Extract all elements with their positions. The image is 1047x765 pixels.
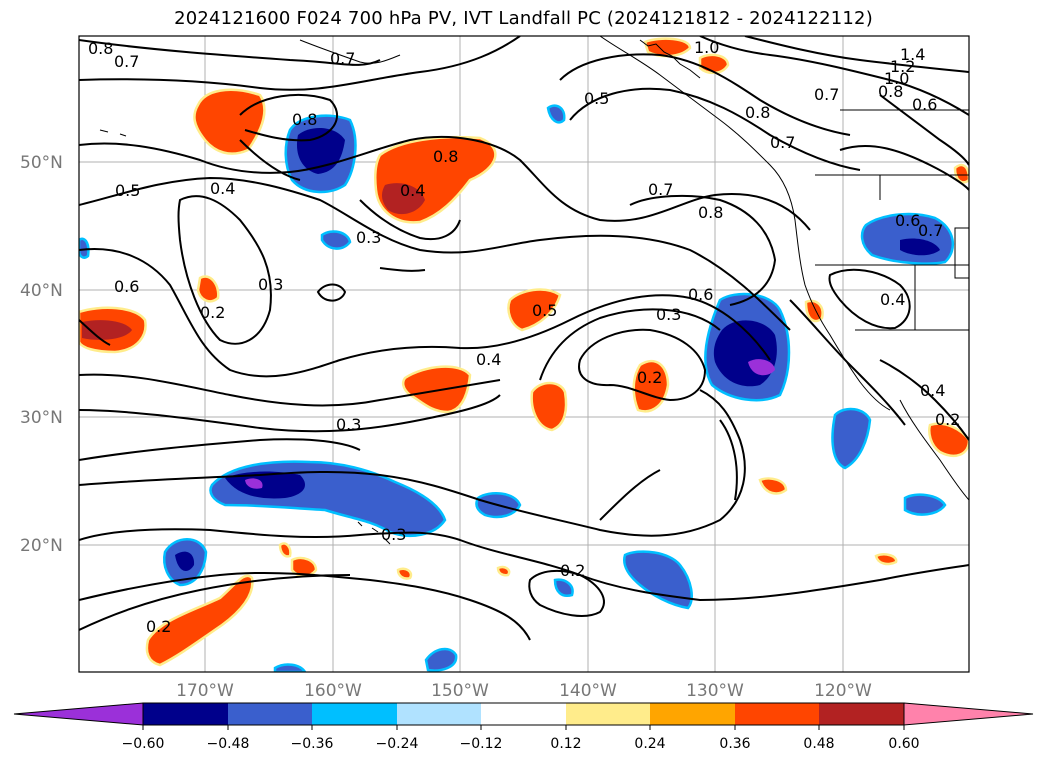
lon-label: 140°W xyxy=(559,681,617,701)
contour-label: 0.6 xyxy=(688,285,713,304)
colorbar-tick-label: 0.24 xyxy=(634,736,665,752)
colorbar-bin xyxy=(819,703,904,725)
colorbar-tick-label: −0.24 xyxy=(376,736,419,752)
lon-label: 130°W xyxy=(686,681,744,701)
pv-contours xyxy=(79,36,969,641)
contour-label: 0.5 xyxy=(532,301,557,320)
contour-label: 0.7 xyxy=(918,221,943,240)
colorbar-bin xyxy=(228,703,312,725)
contour-label: 0.3 xyxy=(258,275,283,294)
contour-label: 0.3 xyxy=(356,228,381,247)
colorbar-bin xyxy=(566,703,650,725)
colorbar-tick-label: 0.48 xyxy=(803,736,834,752)
contour-label: 0.8 xyxy=(745,103,770,122)
contour-label: 0.2 xyxy=(560,561,585,580)
contour-labels: 0.8 0.7 0.7 1.0 1.4 1.2 1.0 0.8 0.6 0.5 … xyxy=(88,38,960,636)
contour-label: 0.4 xyxy=(476,350,501,369)
gridlines xyxy=(79,36,969,672)
contour-label: 0.7 xyxy=(114,52,139,71)
colorbar: −0.60 −0.48 −0.36 −0.24 −0.12 0.12 0.24 … xyxy=(13,702,1034,752)
contour-label: 0.2 xyxy=(200,303,225,322)
contour-label: 0.2 xyxy=(935,410,960,429)
longitude-labels: 170°W 160°W 150°W 140°W 130°W 120°W xyxy=(176,681,872,701)
colorbar-tick-label: −0.12 xyxy=(460,736,503,752)
map-title: 2024121600 F024 700 hPa PV, IVT Landfall… xyxy=(174,8,873,29)
contour-label: 0.7 xyxy=(770,133,795,152)
lon-label: 170°W xyxy=(176,681,234,701)
contour-label: 0.5 xyxy=(584,89,609,108)
contour-label: 0.7 xyxy=(330,49,355,68)
coastlines xyxy=(99,36,969,545)
colorbar-tick-label: −0.60 xyxy=(122,736,165,752)
colorbar-bin xyxy=(143,703,228,725)
contour-label: 0.4 xyxy=(210,179,235,198)
positive-pc-patches xyxy=(79,37,969,667)
contour-label: 0.3 xyxy=(656,305,681,324)
contour-label: 0.3 xyxy=(336,415,361,434)
negative-pc-patches xyxy=(79,104,955,672)
lon-label: 150°W xyxy=(431,681,489,701)
colorbar-tick-label: 0.12 xyxy=(550,736,581,752)
colorbar-extend-low xyxy=(13,702,144,726)
contour-label: 0.2 xyxy=(637,368,662,387)
colorbar-bin xyxy=(312,703,397,725)
colorbar-tick-label: −0.36 xyxy=(291,736,334,752)
lat-label: 20°N xyxy=(20,536,63,556)
contour-label: 0.4 xyxy=(880,290,905,309)
lon-label: 160°W xyxy=(304,681,362,701)
colorbar-bin xyxy=(650,703,735,725)
contour-label: 0.4 xyxy=(400,181,425,200)
contour-label: 0.6 xyxy=(114,277,139,296)
lat-label: 40°N xyxy=(20,281,63,301)
contour-label: 0.6 xyxy=(912,95,937,114)
map-frame xyxy=(78,35,970,673)
contour-label: 0.4 xyxy=(920,381,945,400)
lat-label: 30°N xyxy=(20,408,63,428)
lon-label: 120°W xyxy=(814,681,872,701)
contour-label: 0.3 xyxy=(381,525,406,544)
contour-label: 1.2 xyxy=(890,57,915,76)
contour-label: 1.4 xyxy=(900,45,925,64)
contour-label: 0.2 xyxy=(146,617,171,636)
contour-label: 0.7 xyxy=(814,85,839,104)
colorbar-bin xyxy=(481,703,566,725)
contour-label: 0.8 xyxy=(88,39,113,58)
contour-label: 0.8 xyxy=(698,203,723,222)
contour-label: 1.0 xyxy=(694,38,719,57)
lat-label: 50°N xyxy=(20,153,63,173)
colorbar-bin xyxy=(397,703,481,725)
colorbar-tick-label: 0.36 xyxy=(719,736,750,752)
contour-label: 0.5 xyxy=(115,181,140,200)
colorbar-tick-label: 0.60 xyxy=(888,736,919,752)
contour-label: 0.8 xyxy=(878,82,903,101)
colorbar-bin xyxy=(735,703,819,725)
contour-label: 0.8 xyxy=(433,147,458,166)
colorbar-extend-high xyxy=(903,702,1034,726)
contour-label: 0.8 xyxy=(292,110,317,129)
latitude-labels: 50°N 40°N 30°N 20°N xyxy=(20,153,63,556)
contour-label: 1.0 xyxy=(884,69,909,88)
contour-label: 0.7 xyxy=(648,180,673,199)
contour-label: 0.6 xyxy=(895,211,920,230)
colorbar-tick-label: −0.48 xyxy=(207,736,250,752)
